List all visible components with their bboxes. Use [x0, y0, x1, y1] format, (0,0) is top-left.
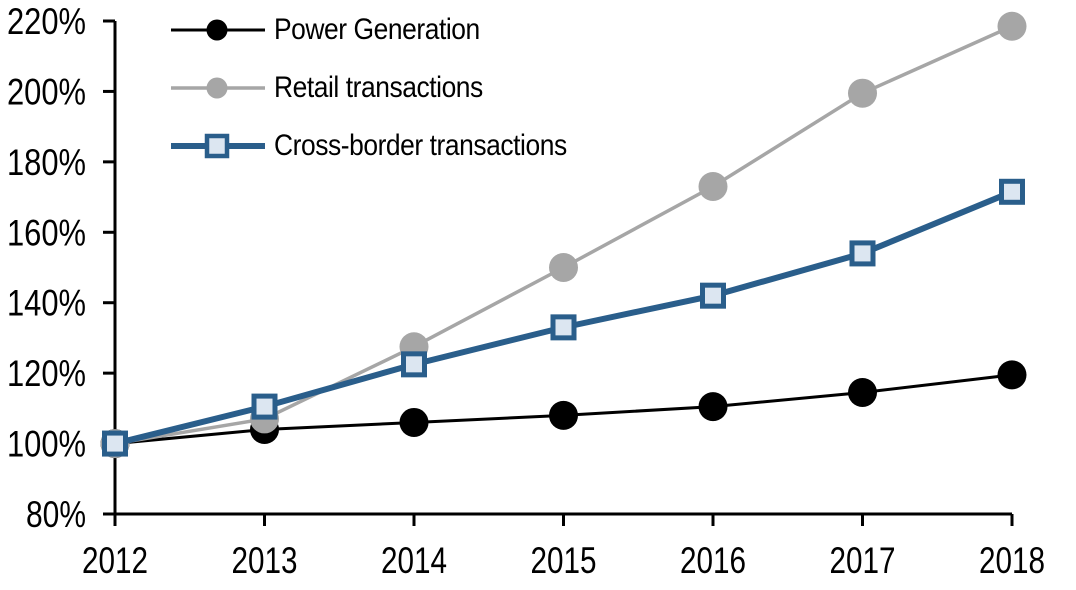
x-axis-tick-label: 2018: [979, 540, 1045, 581]
data-point-cross-border-transactions-2018: [999, 178, 1025, 205]
data-point-retail-transactions-2016: [698, 172, 728, 202]
data-point-retail-transactions-2018: [997, 11, 1027, 41]
y-axis-tick-label: 160%: [7, 212, 86, 253]
data-point-power-generation-2014: [399, 407, 429, 437]
data-point-cross-border-transactions-2015: [550, 314, 577, 341]
retail-transactions-line-marker-icon: [171, 77, 265, 99]
legend-item-retail-transactions: Retail transactions: [168, 70, 607, 106]
y-axis-tick-label: 200%: [7, 71, 86, 112]
legend-label-power-generation: Power Generation: [274, 13, 480, 46]
y-axis-tick-label: 120%: [7, 353, 86, 394]
x-axis-tick-label: 2016: [680, 540, 746, 581]
data-point-power-generation-2015: [549, 400, 578, 430]
data-point-cross-border-transactions-2014: [401, 351, 427, 378]
data-point-power-generation-2017: [848, 378, 877, 408]
legend-label-retail-transactions: Retail transactions: [274, 71, 483, 104]
data-point-cross-border-transactions-2013: [251, 393, 278, 420]
x-axis-tick-label: 2014: [381, 540, 447, 581]
legend-item-power-generation: Power Generation: [168, 12, 607, 48]
legend-label-cross-border-transactions: Cross-border transactions: [274, 129, 567, 162]
x-axis-tick-label: 2012: [82, 540, 148, 581]
data-point-cross-border-transactions-2017: [849, 240, 876, 267]
data-point-power-generation-2018: [997, 360, 1027, 390]
legend: Power Generation Retail transactions Cro…: [168, 12, 607, 164]
x-axis-tick-label: 2017: [830, 540, 896, 581]
legend-item-cross-border-transactions: Cross-border transactions: [168, 128, 607, 164]
y-axis-tick-label: 80%: [26, 494, 86, 535]
data-point-power-generation-2016: [698, 392, 728, 422]
data-point-retail-transactions-2015: [549, 253, 578, 282]
x-axis-tick-label: 2013: [232, 540, 298, 581]
power-generation-line-marker-icon: [171, 19, 265, 41]
y-axis-tick-label: 220%: [7, 1, 86, 42]
y-axis-tick-label: 140%: [7, 283, 86, 324]
cross-border-transactions-line-marker-icon: [171, 133, 265, 159]
data-point-retail-transactions-2017: [848, 78, 877, 108]
data-point-cross-border-transactions-2016: [700, 282, 726, 309]
x-axis-tick-label: 2015: [531, 540, 597, 581]
y-axis-tick-label: 180%: [7, 142, 86, 183]
y-axis-tick-label: 100%: [7, 424, 86, 465]
data-point-cross-border-transactions-2012: [102, 430, 128, 457]
